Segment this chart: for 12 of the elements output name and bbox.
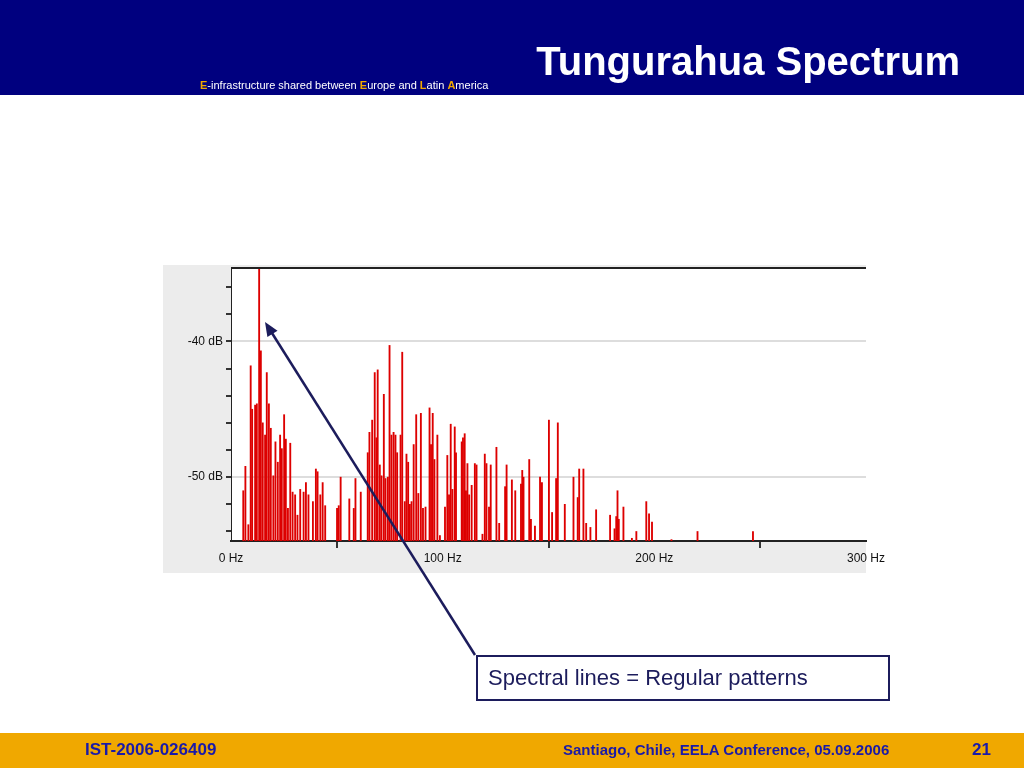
x-tick-label: 0 Hz [218, 550, 244, 565]
y-tick-label: -40 dB [187, 333, 223, 348]
text: IST-2006-026409 [85, 740, 217, 760]
text: E-infrastructure shared between Europe and Latin America [200, 79, 489, 91]
text: Spectral lines = Regular patterns [476, 655, 890, 701]
x-tick-label: 100 Hz [423, 550, 462, 565]
text: Santiago, Chile, EELA Conference, 05.09.2006 [563, 740, 890, 760]
text: 21 [972, 740, 991, 760]
x-tick-label: 300 Hz [846, 550, 886, 565]
chart-title: Tungurahua Spectrum [536, 38, 960, 84]
x-tick-label: 200 Hz [635, 550, 674, 565]
y-tick-label: -50 dB [187, 469, 223, 484]
